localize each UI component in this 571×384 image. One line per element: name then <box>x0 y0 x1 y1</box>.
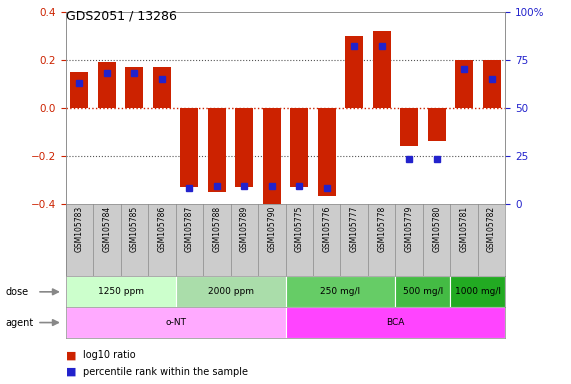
Text: percentile rank within the sample: percentile rank within the sample <box>83 367 248 377</box>
Bar <box>98 62 116 108</box>
Text: o-NT: o-NT <box>165 318 186 327</box>
Text: log10 ratio: log10 ratio <box>83 350 135 360</box>
Bar <box>286 307 505 338</box>
Bar <box>286 276 395 307</box>
Text: GSM105778: GSM105778 <box>377 206 386 252</box>
Bar <box>180 108 198 187</box>
Bar <box>70 71 89 108</box>
Text: GSM105779: GSM105779 <box>405 206 413 252</box>
Bar <box>263 108 281 204</box>
Bar <box>455 60 473 108</box>
Text: GSM105776: GSM105776 <box>322 206 331 252</box>
Text: GSM105783: GSM105783 <box>75 206 84 252</box>
Text: 2000 ppm: 2000 ppm <box>207 287 254 296</box>
Text: GSM105784: GSM105784 <box>102 206 111 252</box>
Text: ■: ■ <box>66 367 76 377</box>
Text: 1250 ppm: 1250 ppm <box>98 287 144 296</box>
Text: agent: agent <box>6 318 34 328</box>
Bar <box>400 108 418 146</box>
Text: GDS2051 / 13286: GDS2051 / 13286 <box>66 10 176 23</box>
Bar <box>290 108 308 187</box>
Text: BCA: BCA <box>386 318 405 327</box>
Text: GSM105789: GSM105789 <box>240 206 249 252</box>
Bar <box>153 67 171 108</box>
Text: GSM105775: GSM105775 <box>295 206 304 252</box>
Text: GSM105790: GSM105790 <box>267 206 276 252</box>
Bar <box>395 276 451 307</box>
Bar <box>208 108 226 192</box>
Bar <box>373 31 391 108</box>
Text: GSM105788: GSM105788 <box>212 206 222 252</box>
Text: dose: dose <box>6 287 29 297</box>
Text: GSM105777: GSM105777 <box>349 206 359 252</box>
Text: ■: ■ <box>66 350 76 360</box>
Text: GSM105785: GSM105785 <box>130 206 139 252</box>
Bar <box>451 276 505 307</box>
Text: GSM105782: GSM105782 <box>487 206 496 252</box>
Text: GSM105781: GSM105781 <box>460 206 469 252</box>
Bar <box>318 108 336 196</box>
Text: 250 mg/l: 250 mg/l <box>320 287 360 296</box>
Bar <box>235 108 253 187</box>
Text: GSM105780: GSM105780 <box>432 206 441 252</box>
Bar <box>428 108 445 141</box>
Bar <box>482 60 501 108</box>
Bar <box>176 276 286 307</box>
Text: 1000 mg/l: 1000 mg/l <box>455 287 501 296</box>
Bar <box>66 307 286 338</box>
Text: GSM105787: GSM105787 <box>185 206 194 252</box>
Text: 500 mg/l: 500 mg/l <box>403 287 443 296</box>
Bar <box>126 67 143 108</box>
Bar <box>66 276 176 307</box>
Bar <box>345 36 363 108</box>
Text: GSM105786: GSM105786 <box>158 206 166 252</box>
